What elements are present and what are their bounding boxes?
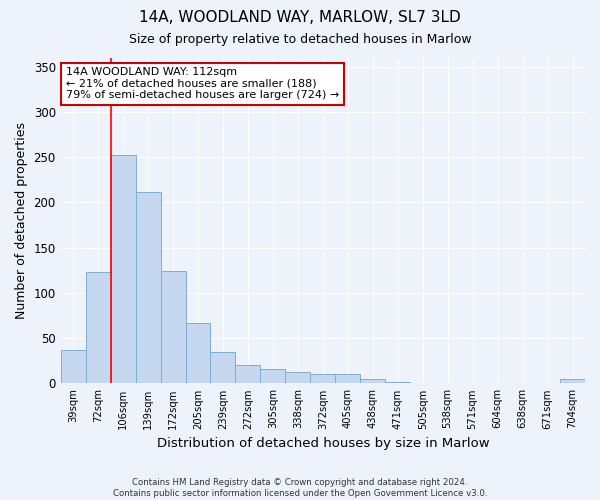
Bar <box>110 156 136 384</box>
Bar <box>136 192 161 384</box>
Bar <box>510 382 535 384</box>
Bar <box>535 382 560 384</box>
Bar <box>286 372 310 384</box>
Bar <box>435 382 460 384</box>
Bar <box>335 374 360 384</box>
Bar <box>161 271 185 384</box>
Bar <box>211 352 235 384</box>
Bar <box>460 382 485 384</box>
Bar <box>185 323 211 384</box>
Bar <box>560 379 585 384</box>
Bar <box>410 382 435 384</box>
Y-axis label: Number of detached properties: Number of detached properties <box>15 122 28 319</box>
Text: 14A, WOODLAND WAY, MARLOW, SL7 3LD: 14A, WOODLAND WAY, MARLOW, SL7 3LD <box>139 10 461 25</box>
Bar <box>235 366 260 384</box>
Bar <box>260 369 286 384</box>
Bar <box>61 350 86 384</box>
Text: Size of property relative to detached houses in Marlow: Size of property relative to detached ho… <box>128 32 472 46</box>
X-axis label: Distribution of detached houses by size in Marlow: Distribution of detached houses by size … <box>157 437 489 450</box>
Text: 14A WOODLAND WAY: 112sqm
← 21% of detached houses are smaller (188)
79% of semi-: 14A WOODLAND WAY: 112sqm ← 21% of detach… <box>66 68 339 100</box>
Bar <box>385 382 410 384</box>
Bar <box>485 382 510 384</box>
Bar <box>86 272 110 384</box>
Bar <box>360 379 385 384</box>
Bar <box>310 374 335 384</box>
Text: Contains HM Land Registry data © Crown copyright and database right 2024.
Contai: Contains HM Land Registry data © Crown c… <box>113 478 487 498</box>
